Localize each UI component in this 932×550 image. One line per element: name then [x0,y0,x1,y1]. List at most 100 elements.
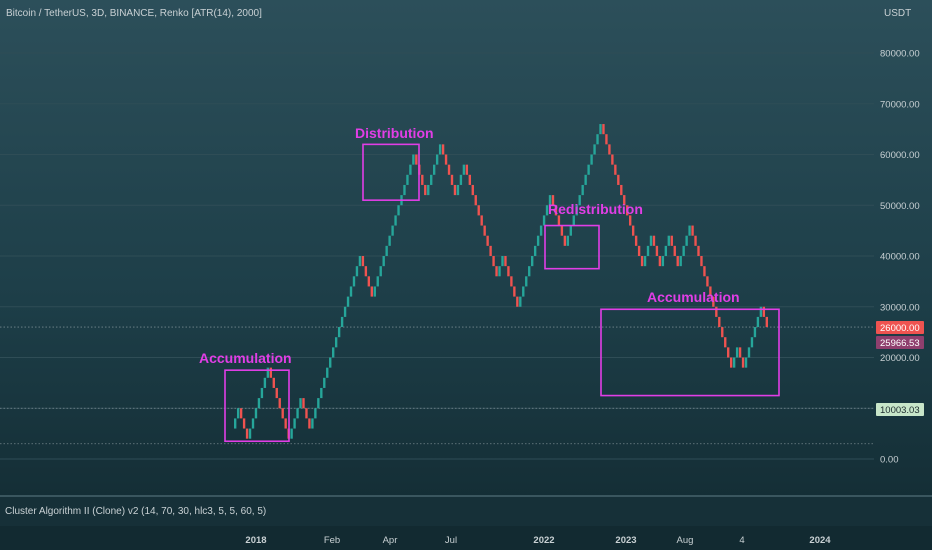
up-brick [643,256,647,267]
up-brick [358,256,362,267]
down-brick [724,337,727,348]
y-tick-label: 80000.00 [880,49,920,60]
down-brick [483,225,486,236]
price-tag-bg [876,321,924,334]
down-brick [281,408,284,419]
up-brick [343,306,347,317]
up-brick [584,174,587,185]
down-brick [614,164,617,175]
time-axis[interactable] [0,526,932,550]
down-brick [424,184,427,196]
up-brick [581,184,584,196]
down-brick [495,266,498,277]
y-tick-label: 0.00 [880,455,899,466]
up-brick [427,184,430,196]
down-brick [361,256,365,267]
up-brick [394,215,397,226]
down-brick [269,367,273,378]
x-tick-label: 2024 [809,535,831,546]
down-brick [450,174,454,185]
down-brick [629,215,632,226]
down-brick [510,276,513,287]
y-tick-label: 30000.00 [880,302,920,313]
down-brick [477,205,480,216]
up-brick [578,195,581,206]
time-axis-labels: 2018 Feb Apr Jul 2022 Aug 2023 4 2024 [245,535,831,546]
y-tick-label: 20000.00 [880,353,920,364]
up-brick [266,367,270,378]
annotations: Accumulation Distribution Redistribution Ac… [199,125,780,443]
up-brick [459,174,463,185]
down-brick [415,154,418,165]
down-brick [694,235,697,246]
down-brick [640,256,644,267]
down-brick [703,266,706,277]
down-brick [697,245,700,256]
up-brick [337,327,341,338]
annotation-box [544,224,600,270]
up-brick [548,195,552,206]
down-brick [712,296,715,307]
up-brick [251,418,255,429]
down-brick [239,408,243,419]
up-brick [314,408,317,419]
up-brick [352,276,356,287]
down-brick [278,398,281,409]
annotation-box [224,369,290,443]
down-brick [620,184,623,196]
down-brick [602,124,605,135]
up-brick [456,184,460,196]
up-brick [661,256,665,267]
down-brick [626,205,629,216]
down-brick [741,357,745,368]
up-brick [569,225,572,236]
y-tick-label: 40000.00 [880,252,920,263]
down-brick [441,144,445,155]
up-brick [397,205,400,216]
x-tick-label: Aug [677,535,694,546]
down-brick [765,316,768,328]
down-brick [367,276,371,287]
y-tick-label: 70000.00 [880,99,920,110]
indicator-pane [0,496,932,526]
up-brick [385,245,388,256]
up-brick [649,235,653,246]
up-brick [735,347,739,358]
up-brick [409,164,412,175]
up-brick [501,256,504,267]
down-brick [738,347,742,358]
up-brick [744,357,748,368]
up-brick [406,174,409,185]
down-brick [718,316,721,328]
x-tick-label: Apr [383,535,398,546]
down-brick [729,357,733,368]
up-brick [679,256,682,267]
up-brick [263,377,267,388]
price-tag-label: 25966.53 [880,338,920,349]
up-brick [296,408,299,419]
up-brick [326,367,329,378]
up-brick [519,296,522,307]
up-brick [682,245,685,256]
up-brick [438,144,442,155]
up-brick [254,408,258,419]
up-brick [317,398,320,409]
up-brick [590,154,593,165]
down-brick [655,245,659,256]
annotation-box [362,143,420,201]
down-brick [557,215,561,226]
down-brick [245,428,249,439]
renko-bricks [234,124,768,439]
down-brick [652,235,656,246]
annotation-label: Distribution [355,125,434,141]
down-brick [305,408,308,419]
up-brick [234,418,237,429]
up-brick [332,347,335,358]
up-brick [412,154,415,165]
up-brick [329,357,332,368]
down-brick [706,276,709,287]
horizontal-price-lines [0,326,874,445]
up-brick [599,124,602,135]
